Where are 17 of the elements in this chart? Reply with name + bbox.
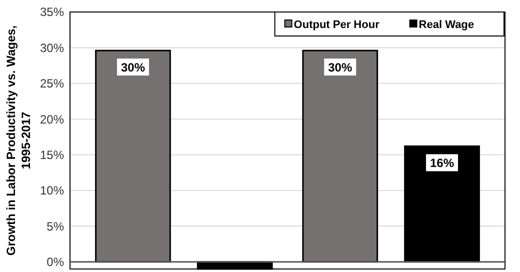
y-axis-title: Growth in Labor Productivity vs. Wages, 1995-2017 — [4, 25, 33, 256]
y-tick-label: 0% — [46, 255, 64, 270]
y-tick-label: 15% — [40, 148, 64, 162]
legend-label: Output Per Hour — [294, 19, 380, 31]
bar — [95, 50, 171, 263]
y-tick-label: 5% — [46, 219, 64, 234]
y-tick-label: 20% — [40, 112, 64, 126]
y-tick-label: 30% — [40, 40, 64, 55]
data-label: 16% — [430, 156, 454, 170]
data-label: 30% — [328, 60, 352, 75]
y-tick-label: 25% — [40, 76, 64, 91]
y-tick-label: 35% — [40, 5, 64, 20]
data-label: 30% — [120, 60, 146, 75]
bar — [404, 145, 480, 263]
y-tick-label: 10% — [40, 184, 64, 198]
bar — [302, 50, 378, 263]
legend-label: Real Wage — [418, 19, 474, 31]
